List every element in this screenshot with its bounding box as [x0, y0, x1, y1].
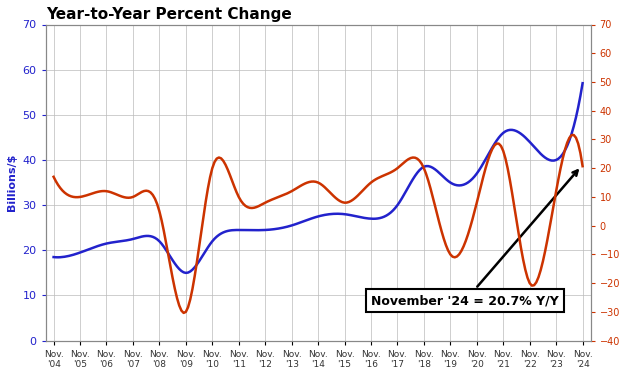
Text: Year-to-Year Percent Change: Year-to-Year Percent Change [46, 7, 292, 22]
Text: November '24 = 20.7% Y/Y: November '24 = 20.7% Y/Y [371, 170, 577, 308]
Y-axis label: Billions/$: Billions/$ [7, 154, 17, 211]
